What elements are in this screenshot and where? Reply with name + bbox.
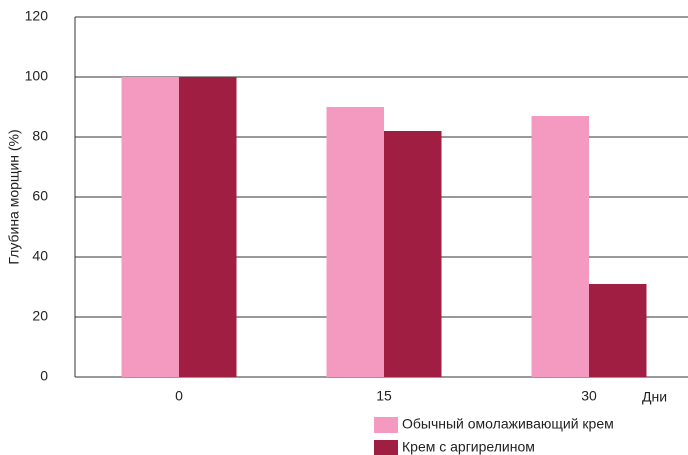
bar <box>531 116 589 377</box>
y-axis-label: Глубина морщин (%) <box>6 129 22 264</box>
bar <box>121 77 179 377</box>
y-tick-label: 20 <box>32 308 48 324</box>
legend-label: Крем с аргирелином <box>402 439 535 455</box>
y-tick-label: 100 <box>25 68 49 84</box>
y-tick-label: 120 <box>25 8 49 24</box>
bar <box>326 107 384 377</box>
y-tick-label: 0 <box>40 368 48 384</box>
legend-swatch <box>374 440 398 455</box>
legend-swatch <box>374 417 398 433</box>
x-tick-label: 0 <box>175 388 183 404</box>
bar <box>179 77 237 377</box>
bar <box>589 284 647 377</box>
x-tick-label: 30 <box>581 388 597 404</box>
x-tick-label: 15 <box>376 388 392 404</box>
y-tick-label: 80 <box>32 128 48 144</box>
legend-label: Обычный омолаживающий крем <box>402 416 614 432</box>
y-tick-label: 60 <box>32 188 48 204</box>
x-axis-label: Дни <box>642 389 667 405</box>
y-tick-label: 40 <box>32 248 48 264</box>
bar <box>384 131 442 377</box>
